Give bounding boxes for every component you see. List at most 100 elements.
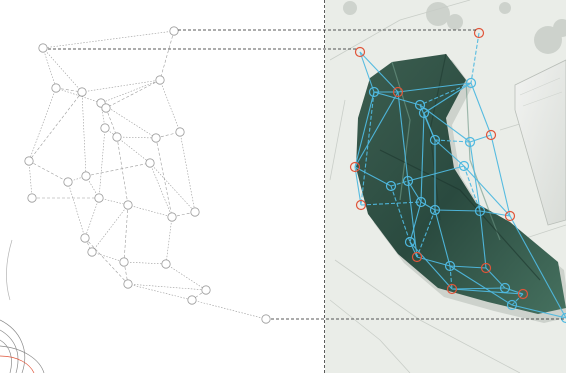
- overlay-edge: [509, 215, 566, 319]
- wireframe-edge: [116, 136, 129, 206]
- wireframe-edge: [100, 79, 161, 104]
- overlay-node-blue: [506, 299, 518, 311]
- overlay-node-red: [411, 251, 423, 263]
- overlay-edge: [359, 51, 399, 93]
- overlay-edge: [434, 209, 451, 267]
- overlay-edge: [416, 256, 451, 267]
- wireframe-node: [161, 259, 171, 269]
- wireframe-node: [51, 83, 61, 93]
- wireframe-node: [63, 177, 73, 187]
- overlay-node-red: [392, 86, 404, 98]
- overlay-edge: [360, 91, 375, 206]
- overlay-node-blue: [465, 77, 477, 89]
- building-fold-highlights: [379, 53, 541, 281]
- wireframe-node: [145, 158, 155, 168]
- wireframe-edge: [84, 197, 100, 239]
- overlay-edge: [470, 82, 492, 136]
- wireframe-edge: [98, 127, 106, 199]
- wireframe-edge: [55, 87, 102, 104]
- wireframe-node: [27, 193, 37, 203]
- wireframe-edge: [98, 197, 129, 206]
- overlay-node-blue: [402, 175, 414, 187]
- overlay-edge: [451, 287, 506, 290]
- wireframe-edge: [67, 181, 86, 239]
- wireframe-edge: [149, 162, 196, 213]
- wireframe-node: [175, 127, 185, 137]
- overlay-edge: [470, 32, 480, 84]
- wireframe-node: [187, 295, 197, 305]
- wireframe-node: [80, 233, 90, 243]
- wireframe-node: [101, 103, 111, 113]
- overlay-edge: [407, 165, 465, 182]
- overlay-edge: [416, 209, 436, 258]
- wireframe-node: [123, 200, 133, 210]
- overlay-node-blue: [560, 312, 566, 324]
- overlay-edge: [511, 293, 524, 306]
- overlay-edge: [397, 91, 409, 182]
- overlay-edge: [479, 210, 487, 269]
- wireframe-edge: [100, 102, 157, 139]
- overlay-edge: [354, 166, 362, 206]
- overlay-node-red: [517, 288, 529, 300]
- wireframe-edge: [165, 263, 207, 291]
- overlay-node-blue: [458, 160, 470, 172]
- overlay-node-blue: [474, 205, 486, 217]
- wireframe-edge: [116, 136, 151, 164]
- wireframe-edge: [28, 160, 69, 183]
- wireframe-node: [169, 26, 179, 36]
- overlay-edge: [397, 82, 472, 93]
- wireframe-edge: [42, 47, 83, 93]
- wireframe-node: [87, 247, 97, 257]
- wireframe-edge: [105, 107, 118, 138]
- overlay-edge: [373, 91, 421, 106]
- overlay-node-blue: [429, 134, 441, 146]
- wireframe-node: [155, 75, 165, 85]
- overlay-edge: [463, 165, 481, 212]
- overlay-edge: [409, 241, 418, 258]
- wireframe-edge: [123, 204, 129, 263]
- wireframe-edge: [105, 79, 161, 109]
- overlay-node-blue: [415, 196, 427, 208]
- overlay-node-red: [473, 27, 485, 39]
- overlay-edge: [511, 304, 566, 319]
- wireframe-node: [81, 171, 91, 181]
- overlay-node-blue: [418, 107, 430, 119]
- overlay-node-blue: [444, 260, 456, 272]
- wireframe-edge: [28, 87, 57, 162]
- wireframe-edge: [91, 251, 125, 263]
- wireframe-edge: [171, 211, 196, 218]
- overlay-node-blue: [414, 99, 426, 111]
- overlay-edge: [420, 201, 436, 211]
- overlay-node-blue: [464, 136, 476, 148]
- overlay-edge: [434, 209, 481, 212]
- wireframe-edge: [159, 30, 175, 81]
- overlay-node-blue: [429, 204, 441, 216]
- overlay-edge: [359, 51, 375, 93]
- wireframe-node: [119, 257, 129, 267]
- overlay-node-red: [480, 262, 492, 274]
- overlay-edge: [463, 165, 511, 217]
- wireframe-edge: [28, 160, 33, 199]
- overlay-node-red: [446, 283, 458, 295]
- overlay-edge: [434, 139, 465, 167]
- wireframe-overlay-right: [349, 27, 566, 324]
- overlay-edge: [390, 180, 409, 187]
- overlay-edge: [449, 265, 487, 269]
- wireframe-edge: [28, 91, 83, 162]
- wireframe-diagram-left: [24, 26, 271, 324]
- overlay-node-blue: [499, 282, 511, 294]
- wireframe-edge: [81, 79, 161, 93]
- overlay-node-red: [354, 46, 366, 58]
- wireframe-edge: [155, 137, 173, 218]
- overlay-edge: [469, 134, 492, 143]
- overlay-edge: [504, 287, 524, 295]
- wireframe-edge: [127, 204, 173, 218]
- overlay-edge: [419, 82, 472, 106]
- wireframe-node: [167, 212, 177, 222]
- wireframe-edge: [165, 216, 173, 265]
- wireframe-node: [77, 87, 87, 97]
- wireframe-edge: [91, 204, 129, 253]
- wireframe-node: [261, 314, 271, 324]
- tree-shadows: [343, 1, 566, 54]
